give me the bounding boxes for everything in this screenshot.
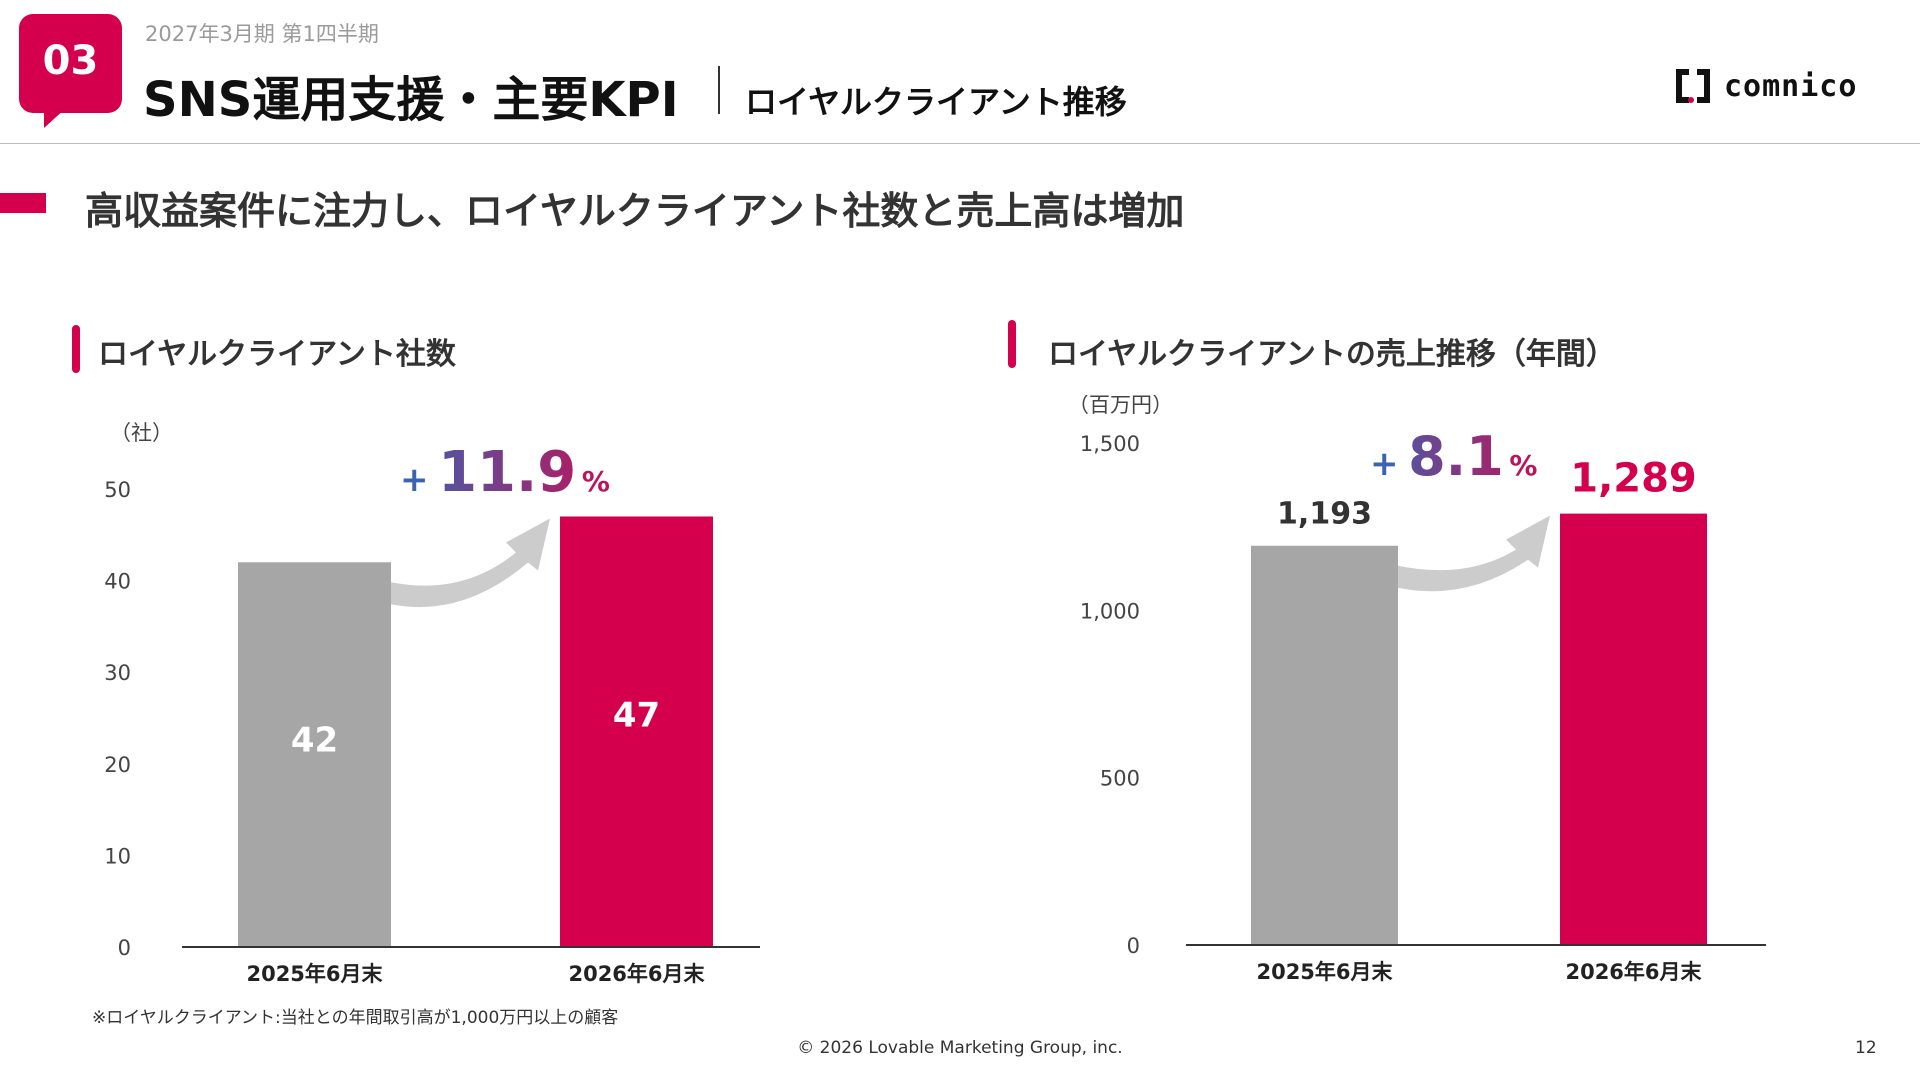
page-subtitle: ロイヤルクライアント推移 bbox=[745, 83, 1127, 121]
chart2-title: ロイヤルクライアントの売上推移（年間） bbox=[1048, 337, 1616, 372]
chart2-value-label-2: 1,289 bbox=[1570, 456, 1697, 502]
chart2-ytick-label: 1,500 bbox=[1080, 432, 1140, 456]
chart2-bar-1 bbox=[1251, 545, 1398, 945]
chart1-bar-2 bbox=[560, 516, 713, 947]
chart2-title-marker bbox=[1008, 320, 1016, 368]
chart1-unit-label: （社） bbox=[110, 421, 173, 445]
chart1-ytick-label: 40 bbox=[104, 570, 131, 594]
chart1-title-marker bbox=[72, 325, 80, 373]
chart2-bar-2 bbox=[1560, 513, 1707, 945]
chart1-growth-sign: + bbox=[400, 460, 429, 500]
chart1-ytick-label: 10 bbox=[104, 844, 131, 868]
chart2-growth-number: 8.1 bbox=[1408, 425, 1504, 488]
logo-mark-icon bbox=[1676, 69, 1710, 103]
chart2-category-label-2: 2026年6月末 bbox=[1565, 960, 1702, 984]
chart1-growth-arrow-icon bbox=[391, 518, 550, 608]
title-divider bbox=[718, 66, 720, 114]
chart2-growth-unit: % bbox=[1509, 449, 1537, 482]
page-number: 12 bbox=[1855, 1038, 1877, 1058]
chart2-value-label-1: 1,193 bbox=[1277, 497, 1372, 532]
chart1-bar-1 bbox=[238, 562, 391, 947]
header-divider bbox=[0, 143, 1920, 144]
chart1-growth-unit: % bbox=[582, 465, 610, 498]
chart2-ytick-label: 1,000 bbox=[1080, 599, 1140, 623]
chart1-value-label-2: 47 bbox=[613, 696, 660, 736]
footnote: ※ロイヤルクライアント:当社との年間取引高が1,000万円以上の顧客 bbox=[92, 1008, 619, 1028]
chart1-ytick-label: 20 bbox=[104, 753, 131, 777]
chart2-growth-arrow-icon bbox=[1398, 515, 1550, 592]
chart-royal-client-revenue: （百万円） 0 500 1,000 1,500 1,193 2025年6月末 1,289 2… bbox=[1068, 395, 1766, 984]
chart1-category-label-2: 2026年6月末 bbox=[568, 962, 705, 986]
section-number-badge: 03 bbox=[19, 14, 122, 113]
badge-tail bbox=[44, 108, 66, 128]
chart2-unit-label: （百万円） bbox=[1068, 395, 1173, 417]
chart1-ytick-label: 0 bbox=[118, 936, 131, 960]
fiscal-period: 2027年3月期 第1四半期 bbox=[145, 22, 379, 46]
company-logo: comnico bbox=[1672, 65, 1857, 107]
chart1-growth-label: + 11.9 % bbox=[400, 440, 610, 505]
chart1-title: ロイヤルクライアント社数 bbox=[98, 337, 456, 372]
section-number: 03 bbox=[42, 37, 99, 84]
chart1-ytick-label: 30 bbox=[104, 661, 131, 685]
chart2-growth-label: + 8.1 % bbox=[1370, 425, 1537, 488]
chart1-ytick-label: 50 bbox=[104, 478, 131, 502]
logo-text: comnico bbox=[1724, 68, 1858, 104]
headline: 高収益案件に注力し、ロイヤルクライアント社数と売上高は増加 bbox=[85, 189, 1185, 233]
copyright: © 2026 Lovable Marketing Group, inc. bbox=[797, 1038, 1123, 1058]
headline-marker bbox=[0, 193, 46, 213]
page-title: SNS運用支援・主要KPI bbox=[143, 72, 679, 128]
chart2-category-label-1: 2025年6月末 bbox=[1256, 960, 1393, 984]
chart1-growth-number: 11.9 bbox=[438, 440, 576, 505]
chart2-ytick-label: 500 bbox=[1100, 767, 1140, 791]
chart1-category-label-1: 2025年6月末 bbox=[246, 962, 383, 986]
chart2-ytick-label: 0 bbox=[1127, 934, 1140, 958]
chart-royal-client-count: （社） 0 10 20 30 40 50 42 2025年6月末 47 2026年6月末 + 1… bbox=[104, 421, 760, 986]
chart1-value-label-1: 42 bbox=[291, 720, 338, 760]
chart2-growth-sign: + bbox=[1370, 444, 1399, 484]
